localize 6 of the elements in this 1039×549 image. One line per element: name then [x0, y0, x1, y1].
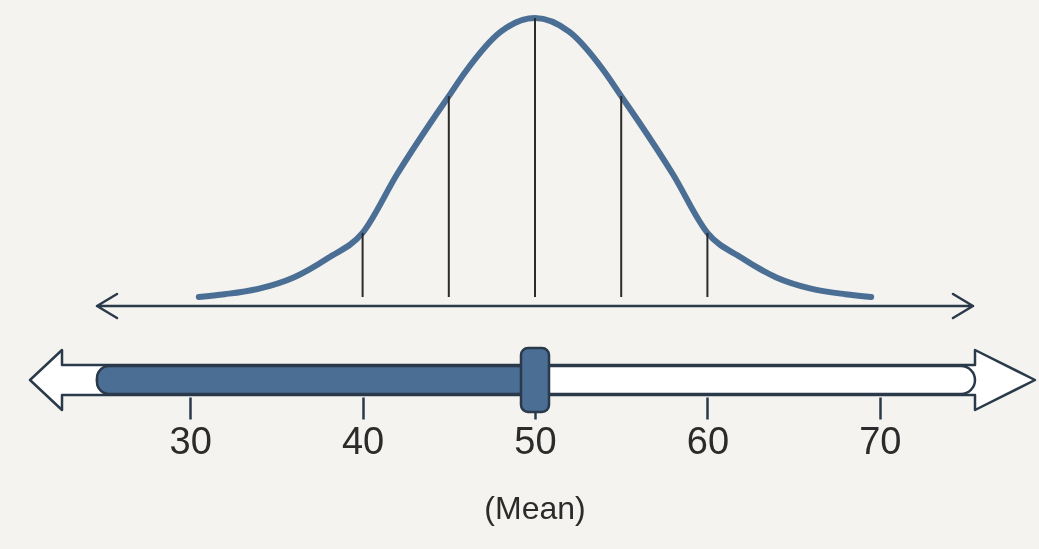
x-tick-label: 40 — [341, 419, 385, 462]
text: (Mean) — [484, 490, 586, 526]
x-tick-label: 70 — [859, 419, 902, 462]
x-tick-label: 50 — [514, 419, 557, 462]
x-tick-label: 60 — [686, 419, 730, 462]
x-tick-label: 30 — [169, 419, 212, 462]
